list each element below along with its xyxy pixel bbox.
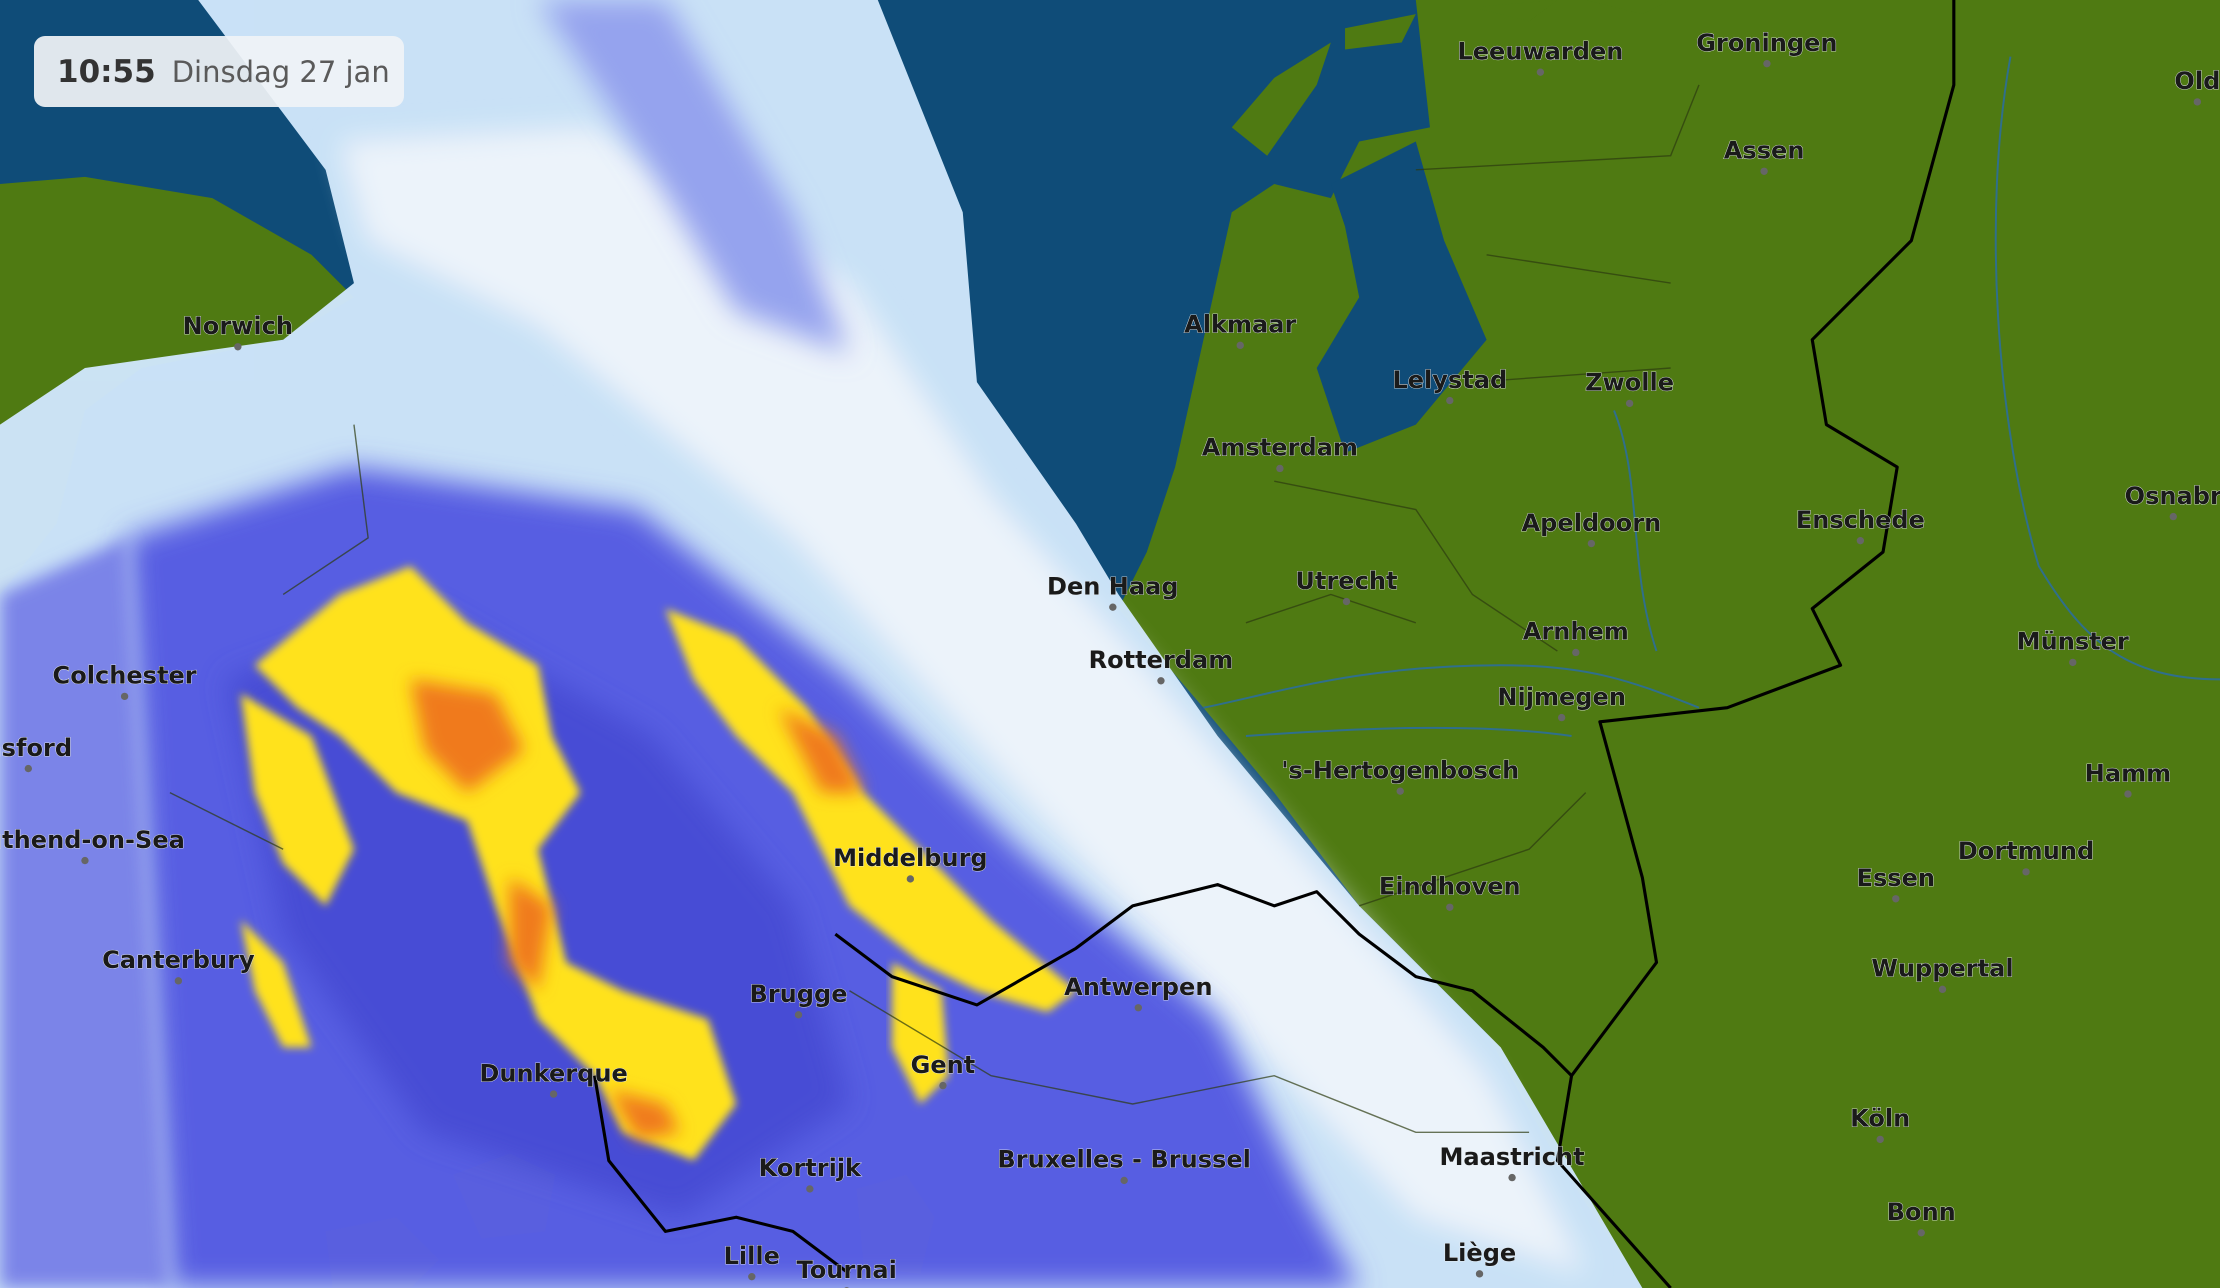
city-label: Apeldoorn [1522, 509, 1662, 537]
city-dot [1892, 895, 1900, 903]
city-dot [1342, 597, 1351, 606]
city-dot [2124, 790, 2132, 798]
city-label: Old [2174, 67, 2220, 95]
timestamp-badge: 10:55 Dinsdag 27 jan [34, 36, 404, 107]
city-dot [1587, 539, 1596, 548]
city-dot [1763, 60, 1771, 68]
city-label: Bonn [1887, 1198, 1956, 1226]
city-dot [1508, 1173, 1516, 1182]
city-dot [939, 1081, 947, 1090]
city-label: Colchester [53, 662, 197, 690]
city-dot [1109, 603, 1117, 611]
city-label: Rotterdam [1089, 646, 1234, 674]
city-label: Norwich [183, 312, 293, 340]
city-label: Köln [1850, 1105, 1910, 1133]
city-label: Gent [911, 1051, 976, 1079]
city-dot [1760, 167, 1768, 175]
city-dot [1446, 903, 1454, 911]
city-dot [748, 1272, 756, 1281]
city-dot [1856, 536, 1865, 545]
city-dot [1134, 1004, 1142, 1012]
city-label: Münster [2017, 628, 2129, 656]
city-label: Brugge [749, 980, 847, 1008]
city-dot [2069, 658, 2077, 667]
city-dot [1276, 464, 1284, 473]
city-dot [1557, 713, 1566, 722]
city-label: Eindhoven [1379, 873, 1521, 901]
city-dot [794, 1011, 803, 1019]
city-dot [1572, 648, 1580, 657]
city-dot [806, 1185, 814, 1193]
city-label: Hamm [2085, 759, 2171, 787]
city-label: Lelystad [1392, 366, 1507, 394]
city-dot [549, 1090, 558, 1098]
city-label: Amsterdam [1202, 434, 1358, 462]
city-label: Canterbury [102, 946, 255, 974]
city-label: Lille [724, 1242, 780, 1270]
city-label: Maastricht [1439, 1143, 1584, 1171]
city-dot [906, 875, 915, 883]
city-label: Middelburg [833, 844, 988, 872]
city-label: Kortrijk [759, 1154, 862, 1182]
city-label: uthend-on-Sea [0, 826, 185, 854]
province-borders [169, 84, 1700, 1134]
city-label: Enschede [1796, 506, 1925, 534]
city-label: Arnhem [1523, 618, 1629, 646]
city-dot [120, 692, 129, 701]
city-label: Zwolle [1585, 369, 1674, 397]
city-dot [24, 764, 32, 773]
city-dot [2022, 868, 2030, 876]
city-labels: Leeuwarden Groningen Assen Old Norwich Alkmaa… [0, 29, 2220, 1288]
city-dot [1446, 396, 1454, 405]
city-label: Leeuwarden [1457, 37, 1623, 65]
rivers [1203, 56, 2220, 737]
city-label: Osnabr [2125, 482, 2220, 510]
city-label: Den Haag [1047, 572, 1179, 600]
city-label: Antwerpen [1064, 973, 1212, 1001]
city-dot [1120, 1176, 1128, 1185]
city-dot [81, 856, 89, 865]
city-dot [1917, 1229, 1925, 1237]
city-dot [1157, 677, 1165, 685]
city-label: Utrecht [1295, 567, 1397, 595]
city-label: Wuppertal [1871, 955, 2013, 983]
city-label: Assen [1724, 137, 1805, 165]
city-dot [1876, 1135, 1884, 1144]
city-label: Essen [1857, 864, 1935, 892]
date-label: Dinsdag 27 jan [171, 54, 390, 89]
city-label: Dortmund [1958, 837, 2094, 865]
city-label: Liège [1443, 1239, 1516, 1267]
city-dot [2169, 512, 2177, 521]
city-dot [1938, 985, 1947, 994]
city-label: Bruxelles - Brussel [997, 1146, 1250, 1174]
city-label: Tournai [797, 1256, 897, 1284]
time-label: 10:55 [57, 53, 156, 90]
city-label: Dunkerque [479, 1059, 627, 1087]
country-borders [593, 0, 1956, 1288]
city-dot [2193, 98, 2202, 106]
city-dot [1396, 787, 1404, 795]
city-label: 's-Hertogenbosch [1281, 756, 1519, 784]
city-dot [1475, 1270, 1484, 1278]
city-label: Groningen [1696, 29, 1837, 57]
city-label: Alkmaar [1184, 311, 1296, 339]
city-label: Nijmegen [1497, 683, 1626, 711]
city-dot [174, 977, 183, 985]
city-dot [1536, 68, 1545, 76]
city-dot [1236, 341, 1244, 350]
city-dot [1625, 399, 1634, 408]
city-dot [234, 343, 242, 351]
